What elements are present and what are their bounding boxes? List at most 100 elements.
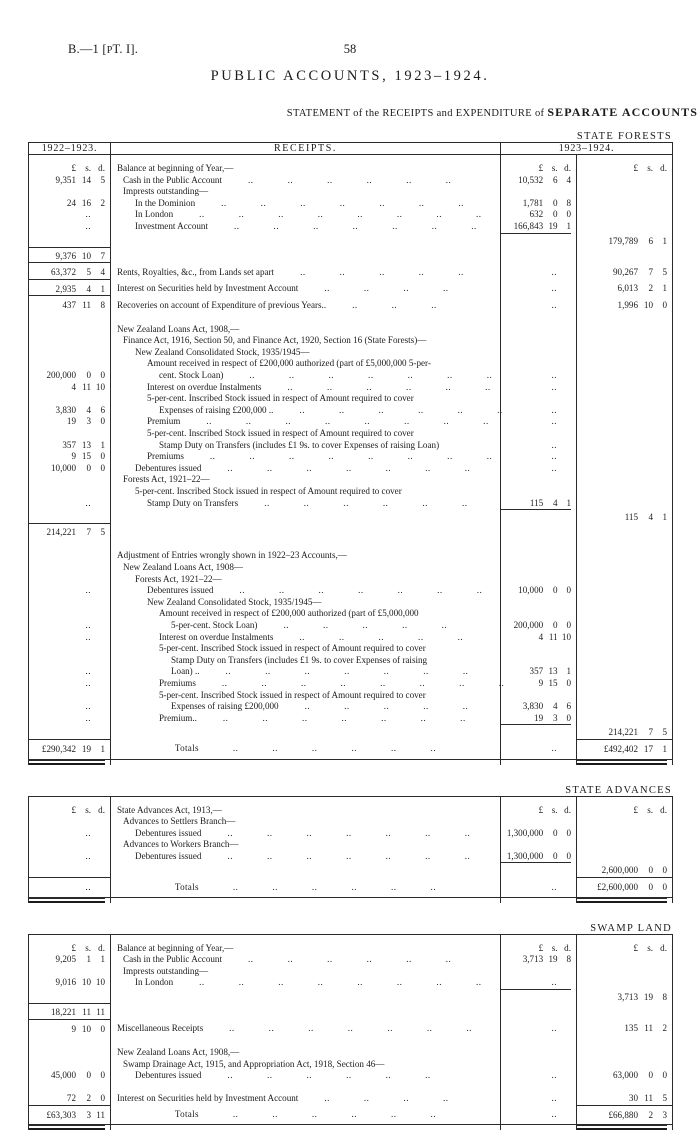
label-text: In London [135, 209, 174, 220]
money-value: .. [29, 713, 110, 725]
money-value [577, 816, 672, 828]
leader-dots: .. [304, 701, 311, 712]
current-year-amount-b [576, 666, 673, 678]
leader-dots: .. [347, 1023, 354, 1034]
subtotal-b-cell [576, 523, 673, 539]
leader-space [429, 701, 463, 713]
leader-space [345, 267, 379, 279]
money-p1: 200,000 [513, 619, 544, 630]
leader-dots: .. [227, 850, 233, 861]
leader-space [345, 405, 379, 417]
leader-space [184, 451, 210, 463]
line-item-label: Rents, Royalties, &c., from Lands set ap… [111, 267, 500, 279]
money-value [501, 574, 576, 586]
money-p1: 3,713 [617, 992, 638, 1003]
money-p3: 1 [662, 235, 667, 246]
current-year-amount-b [576, 439, 673, 452]
money-value: 72 2 0 [29, 1093, 110, 1105]
leader-dots: .. [486, 451, 493, 462]
rule-cell-desc [110, 724, 501, 740]
spacer-cell-b [576, 1035, 673, 1047]
leader-dots: .. [287, 954, 294, 965]
prev-year-amount: 3,830 4 6 [28, 404, 111, 417]
nil-marker: .. [551, 1023, 557, 1034]
leader-space [312, 1070, 346, 1082]
money-p2: 3 [86, 416, 91, 427]
money-value: 6,013 2 1 [577, 283, 672, 295]
money-p1: 90,267 [612, 266, 638, 277]
money-value [577, 416, 672, 428]
leader-space [386, 678, 420, 690]
table-row: .. Investment Account .. .. .. .. .. .. … [28, 220, 673, 233]
table-row: 200,000 0 0 cent. Stock Loan) .. .. .. .. .… [28, 370, 673, 382]
money-value [577, 562, 672, 574]
money-p2: 10 [81, 250, 91, 261]
money-p1: 19 [66, 416, 76, 427]
leader-dots: .. [425, 1070, 431, 1081]
table-row: 214,221 7 5 [28, 724, 673, 740]
current-year-amount-a [501, 474, 577, 486]
leader-space [278, 743, 312, 755]
description-cell: Advances to Workers Branch— [110, 839, 501, 851]
leader-space [306, 267, 340, 279]
money-value: .. [501, 267, 576, 279]
money-pad [91, 585, 105, 597]
leader-space [385, 267, 419, 279]
current-year-amount-a: 632 0 0 [501, 209, 577, 221]
money-p1: 10,000 [50, 462, 76, 473]
leader-space [233, 463, 267, 475]
leader-dots: .. [351, 881, 357, 892]
leader-space [273, 851, 307, 863]
rule-cell-desc [110, 509, 501, 524]
leader-space [412, 954, 446, 966]
leader-space [397, 1109, 431, 1121]
money-p3: 1 [100, 439, 105, 450]
current-year-amount-b [576, 404, 673, 417]
leader-space [293, 382, 327, 394]
table-row: New Zealand Loans Act, 1908,— [28, 323, 673, 336]
totals-label-cell: Totals .. .. .. .. .. .. [110, 877, 501, 898]
line-item-label: Miscellaneous Receipts .. .. .. .. .. ..… [111, 1023, 500, 1035]
leader-space [374, 451, 408, 463]
spacer-cell-prev [28, 312, 111, 324]
current-year-amount-b [576, 850, 673, 863]
money-p3: 0 [100, 462, 105, 473]
leader-dots: .. [437, 585, 443, 596]
leader-dots: .. [338, 631, 345, 642]
table-row: New Zealand Consolidated Stock, 1935/194… [28, 596, 673, 609]
leader-dots: .. [378, 631, 385, 642]
money-value: .. [29, 666, 110, 678]
label-text: Investment Account [135, 220, 208, 231]
current-year-amount-b [576, 462, 673, 475]
money-p2: 16 [81, 197, 91, 208]
current-year-amount-b [576, 220, 673, 233]
leader-dots: .. [431, 299, 437, 310]
money-value: .. [29, 882, 110, 894]
money-value [501, 347, 576, 359]
leader-dots: .. [475, 209, 482, 220]
money-pad [557, 1023, 571, 1035]
spacer-cell-b [576, 538, 673, 551]
rule-cell-desc [110, 989, 501, 1004]
leader-dots: .. [422, 497, 428, 508]
money-p2: 4 [553, 701, 558, 712]
leader-space [284, 977, 318, 989]
money-value: 1,996 10 0 [577, 300, 672, 312]
money-value [29, 643, 110, 655]
money-value [577, 335, 672, 347]
line-heading: State Advances Act, 1913,— [111, 805, 500, 817]
current-year-amount-b [576, 654, 673, 667]
money-value: 357 13 1 [501, 666, 576, 678]
spacer-cell-a [501, 539, 577, 551]
leader-dots: .. [304, 666, 311, 677]
money-p2: 19 [548, 220, 558, 231]
leader-space [409, 283, 443, 295]
leader-space [235, 1023, 269, 1035]
money-p2: 2 [648, 283, 653, 294]
pence-head: d. [660, 804, 667, 815]
leader-space [431, 851, 465, 863]
current-year-amount-a [501, 186, 577, 198]
money-p2: 0 [553, 827, 558, 838]
leader-dots: .. [272, 1109, 278, 1120]
leader-space [364, 585, 398, 597]
